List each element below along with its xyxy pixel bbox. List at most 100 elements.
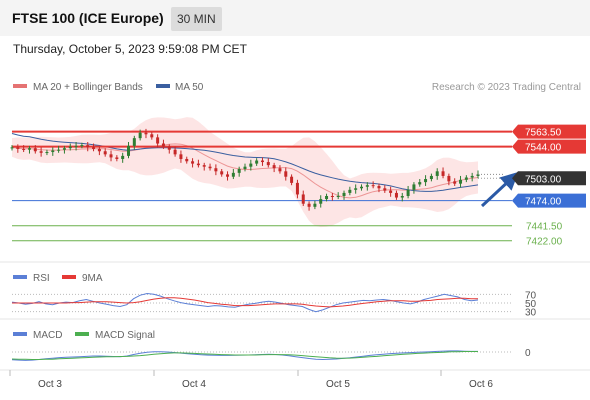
price-tag-text-7503.00: 7503.00	[525, 174, 562, 185]
candle-body	[57, 149, 61, 151]
rsi-line	[11, 292, 479, 313]
rsi-tick: 50	[525, 299, 537, 310]
candle-body	[62, 148, 66, 150]
candle-body	[301, 194, 305, 204]
x-axis: Oct 3 Oct 4 Oct 5 Oct 6	[9, 370, 493, 390]
rsi-tick: 30	[525, 308, 537, 319]
candle-body	[290, 176, 294, 183]
candle-body	[80, 145, 84, 147]
candle-body	[167, 146, 171, 150]
ma50-line	[11, 133, 479, 192]
x-axis-label: Oct 4	[182, 379, 206, 390]
candle-body	[249, 163, 253, 167]
candle-body	[196, 163, 200, 166]
candle-body	[127, 145, 130, 156]
candle-body	[243, 166, 247, 169]
candle-body	[92, 147, 96, 149]
candle-body	[214, 168, 218, 172]
legend-label-ma50: MA 50	[175, 82, 204, 93]
candle-body	[441, 171, 445, 176]
candle-body	[389, 190, 393, 193]
candle-body	[278, 168, 282, 172]
candle-body	[284, 171, 288, 177]
candle-body	[51, 150, 55, 153]
macd-tick: 0	[525, 348, 531, 359]
price-tag-7474.00	[512, 193, 586, 208]
price-tag-7563.50	[512, 124, 586, 139]
price-tag-text-7474.00: 7474.00	[525, 197, 562, 208]
candle-body	[307, 203, 311, 207]
candle-body	[348, 189, 352, 193]
candle-body	[45, 152, 49, 154]
candle-body	[272, 165, 276, 169]
legend-label-macd: MACD	[33, 330, 62, 341]
candle-body	[22, 148, 26, 150]
candle-body	[342, 192, 346, 196]
candle-body	[383, 188, 387, 191]
candle-body	[255, 160, 259, 164]
price-tag-text-7544.00: 7544.00	[525, 143, 562, 154]
candle-body	[179, 154, 183, 159]
candle-body	[121, 155, 125, 159]
interval-button[interactable]: 30 MIN	[171, 7, 222, 31]
candle-body	[325, 196, 329, 200]
rsi-tick: 70	[525, 290, 537, 301]
candle-body	[27, 148, 31, 150]
candle-body	[295, 182, 299, 195]
candle-body	[354, 188, 358, 190]
candle-body	[74, 145, 78, 147]
candle-body	[464, 177, 468, 180]
candle-body	[394, 192, 398, 198]
candle-body	[330, 196, 334, 197]
candle-body	[412, 184, 416, 190]
candle-body	[97, 148, 101, 152]
main-panel: MA 20 + Bollinger Bands MA 50 Research © 2…	[0, 82, 590, 371]
candle-body	[86, 145, 90, 148]
candle-body	[371, 185, 375, 187]
macd-panel: MACD MACD Signal 0	[11, 330, 531, 361]
legend-swatch-rsi	[13, 275, 27, 279]
candle-body	[424, 179, 428, 183]
candle-body	[115, 157, 119, 159]
candle-body	[156, 137, 160, 144]
bollinger-band-fill	[12, 117, 478, 228]
candle-body	[231, 172, 235, 177]
price-tag-7503.00	[512, 171, 586, 186]
chart-credit: Research © 2023 Trading Central	[432, 82, 581, 93]
forecast-arrow-icon	[480, 171, 519, 208]
candle-body	[33, 148, 37, 152]
candle-body	[208, 166, 212, 169]
candle-body	[400, 196, 404, 198]
candle-body	[68, 146, 72, 149]
legend-swatch-ma20	[13, 84, 27, 88]
candle-body	[16, 147, 20, 149]
legend-label-ma20: MA 20 + Bollinger Bands	[33, 82, 143, 93]
support-label-7422.00: 7422.00	[526, 237, 563, 248]
candle-body	[144, 132, 148, 135]
candle-body	[453, 181, 457, 184]
candle-body	[260, 160, 264, 163]
candle-body	[476, 174, 480, 176]
candle-body	[202, 165, 206, 167]
candle-body	[470, 175, 474, 178]
candle-body	[161, 143, 165, 147]
legend-swatch-macd-signal	[75, 332, 89, 336]
candle-body	[138, 132, 142, 139]
candle-body	[429, 175, 433, 180]
instrument-title: FTSE 100 (ICE Europe)	[12, 10, 164, 26]
candle-body	[237, 169, 241, 173]
candle-body	[266, 162, 270, 166]
legend-swatch-9ma	[62, 275, 76, 279]
candle-body	[418, 182, 422, 185]
candle-body	[365, 185, 369, 187]
candle-body	[103, 151, 107, 155]
header-bar: FTSE 100 (ICE Europe) 30 MIN	[0, 0, 590, 36]
candle-body	[313, 203, 317, 207]
candle-body	[447, 175, 451, 182]
candle-body	[406, 189, 410, 196]
legend-swatch-macd	[13, 332, 27, 336]
candle-body	[226, 174, 230, 177]
candle-body	[459, 179, 463, 184]
